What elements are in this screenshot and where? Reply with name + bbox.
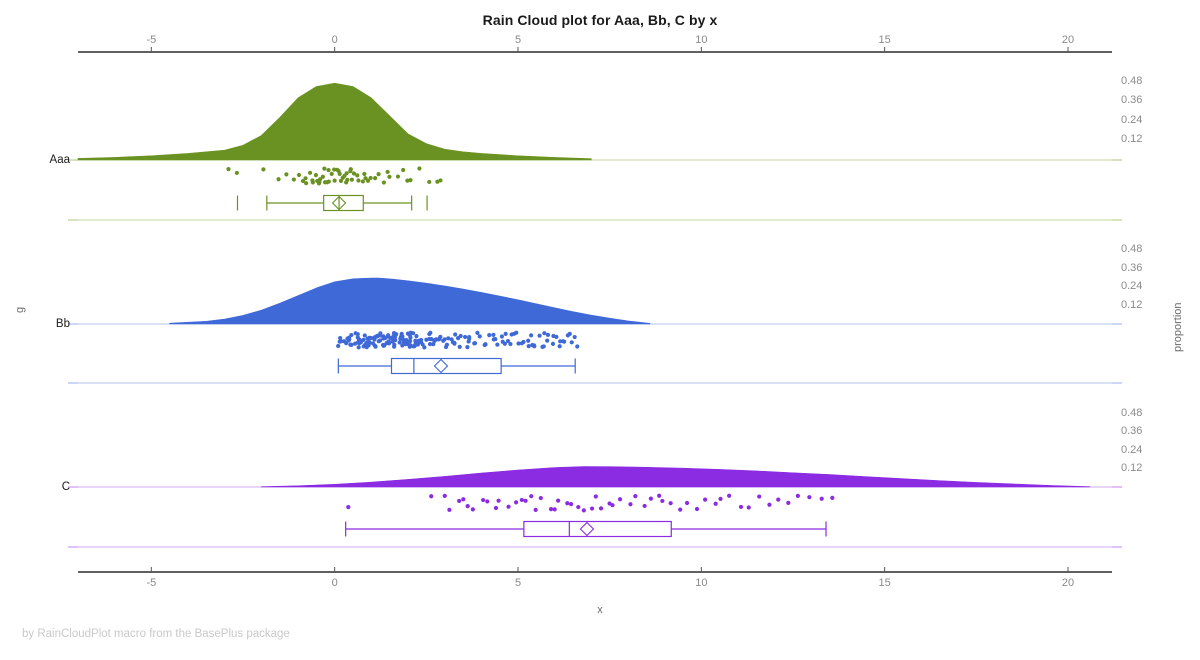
secondary-y-axis-title: proportion xyxy=(1172,302,1184,352)
proportion-tick-1-0.36: 0.36 xyxy=(1121,261,1143,274)
footnote: by RainCloudPlot macro from the BasePlus… xyxy=(22,628,290,640)
category-label-aaa: Aaa xyxy=(49,154,70,166)
dot-strip-c xyxy=(346,493,835,513)
proportion-tick-0-0.12: 0.12 xyxy=(1121,133,1143,146)
boxplot-bb xyxy=(337,357,576,375)
x-tick-label-bottom-5: 5 xyxy=(514,577,522,589)
dot-strip-aaa xyxy=(226,166,443,186)
x-tick-label-top-20: 20 xyxy=(1061,34,1075,46)
x-tick-label-top-10: 10 xyxy=(695,34,708,46)
proportion-tick-2-0.48: 0.48 xyxy=(1121,407,1143,420)
boxplot-aaa xyxy=(236,194,428,212)
y-axis-title: g xyxy=(14,306,26,313)
proportion-tick-1-0.24: 0.24 xyxy=(1121,280,1143,293)
proportion-tick-0-0.36: 0.36 xyxy=(1121,94,1143,107)
x-tick-label-bottom-15: 15 xyxy=(878,577,891,589)
proportion-tick-0-0.48: 0.48 xyxy=(1121,74,1143,87)
category-label-c: C xyxy=(61,481,70,493)
x-axis-title: x xyxy=(597,604,603,616)
density-cloud-c xyxy=(261,466,1091,488)
proportion-tick-2-0.12: 0.12 xyxy=(1121,461,1143,474)
proportion-tick-1-0.48: 0.48 xyxy=(1121,243,1143,256)
x-tick-label-top-5: 5 xyxy=(514,34,522,46)
proportion-tick-1-0.12: 0.12 xyxy=(1121,298,1143,311)
x-tick-label-top--5: -5 xyxy=(146,34,157,46)
x-tick-label-bottom-0: 0 xyxy=(331,577,338,589)
x-tick-label-bottom-20: 20 xyxy=(1061,577,1075,589)
chart-title: Rain Cloud plot for Aaa, Bb, C by x xyxy=(482,12,718,28)
category-label-bb: Bb xyxy=(55,318,70,330)
density-cloud-aaa xyxy=(77,82,592,161)
x-tick-label-bottom-10: 10 xyxy=(695,577,708,589)
x-tick-label-top-0: 0 xyxy=(331,34,338,46)
proportion-tick-2-0.24: 0.24 xyxy=(1121,443,1143,456)
x-tick-label-top-15: 15 xyxy=(878,34,891,46)
x-tick-label-bottom--5: -5 xyxy=(146,577,157,589)
boxplot-c xyxy=(345,520,827,538)
proportion-tick-2-0.36: 0.36 xyxy=(1121,425,1143,438)
density-cloud-bb xyxy=(169,277,651,325)
dot-strip-bb xyxy=(336,330,580,350)
proportion-tick-0-0.24: 0.24 xyxy=(1121,113,1143,126)
